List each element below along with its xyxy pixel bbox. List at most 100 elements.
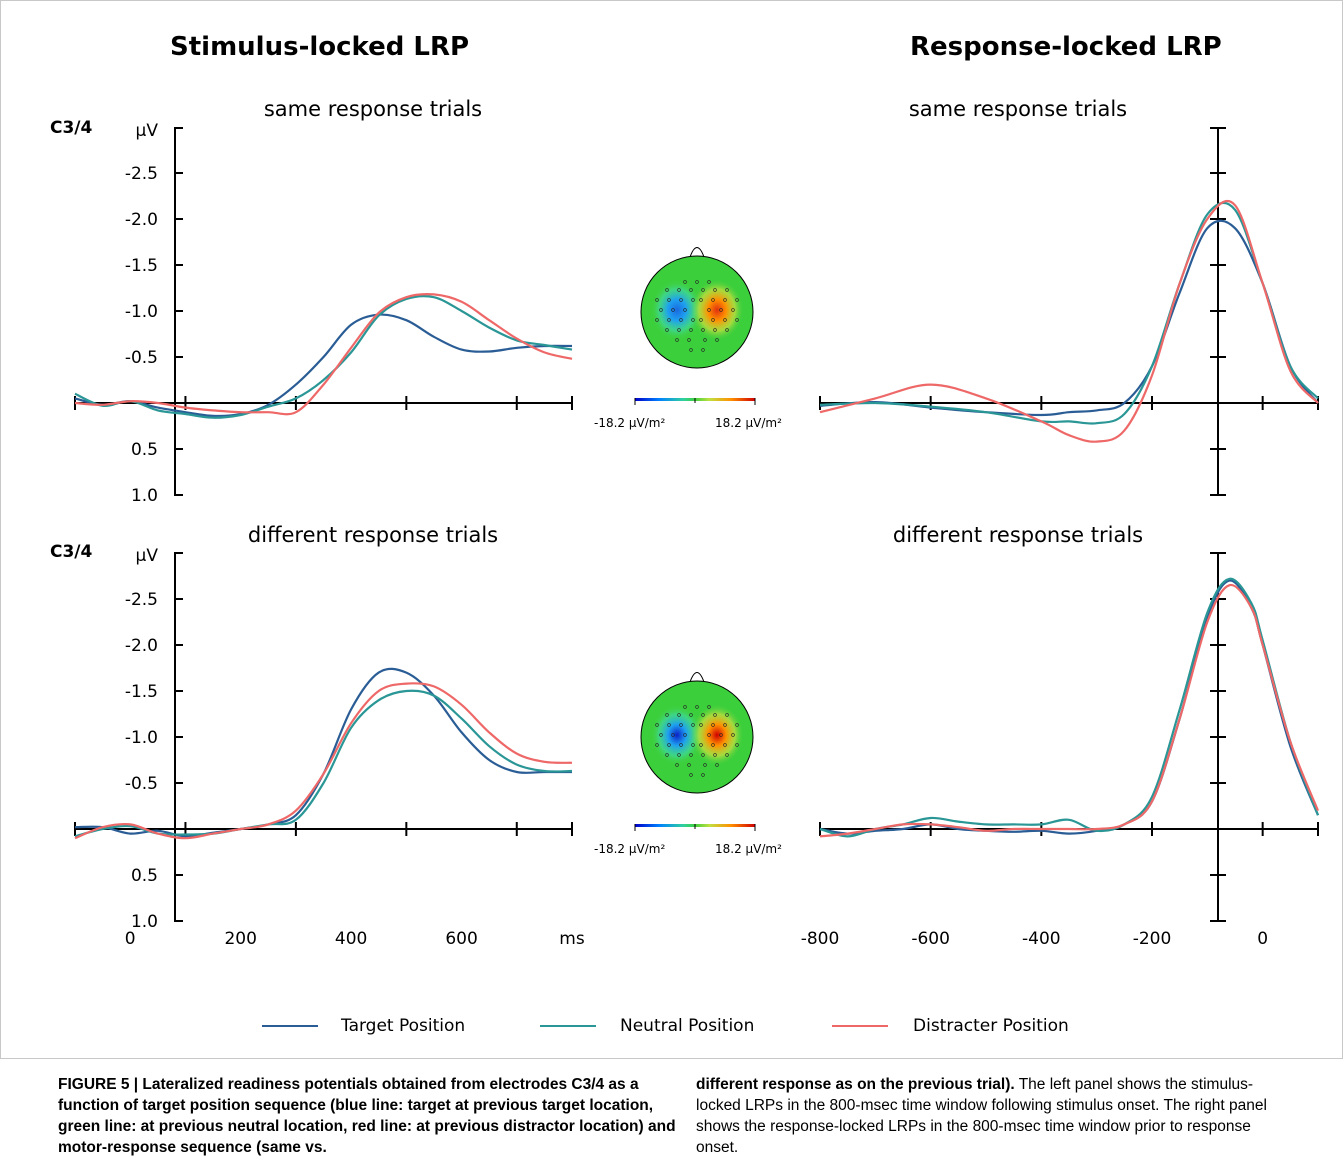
chart-panel-2: different response trials -2.5 -2.0 -1.5 -1.… [50, 523, 585, 949]
electrode-dot [667, 318, 671, 322]
panel-title: same response trials [909, 97, 1127, 121]
series-line-distracter [74, 682, 573, 840]
electrode-dot [689, 713, 693, 717]
electrode-dot [655, 298, 659, 302]
electrode-dot [723, 723, 727, 727]
electrode-dot [719, 308, 723, 312]
caption-normal-text: The left panel shows the stimulus-locked… [696, 1076, 1267, 1156]
legend-swatch-distracter [832, 1025, 888, 1027]
charts-area: same response trials -2.5 -2.0 -1.5 -1.0 -0.5… [50, 97, 1320, 949]
electrode-label: C3/4 [50, 542, 93, 562]
series-line-target [819, 219, 1319, 417]
scalp-outline [640, 680, 754, 794]
electrode-dot [659, 308, 663, 312]
electrode-dot [695, 280, 699, 284]
x-tick-label: 400 [335, 929, 367, 949]
nose-icon [689, 672, 705, 683]
electrode-dot [699, 743, 703, 747]
y-axis-unit-label: µV [136, 121, 159, 141]
y-tick-label: -1.0 [125, 728, 158, 748]
electrode-dot [655, 723, 659, 727]
electrode-dot [689, 348, 693, 352]
series-line-target [819, 579, 1320, 835]
electrode-dot [677, 753, 681, 757]
electrode-dot [711, 298, 715, 302]
electrode-dot [655, 318, 659, 322]
x-tick-label: 600 [445, 929, 477, 949]
electrode-dot [691, 743, 695, 747]
electrode-dot [711, 318, 715, 322]
caption-bold-text: FIGURE 5 | Lateralized readiness potenti… [58, 1076, 676, 1156]
x-axis-unit-label: ms [559, 929, 585, 949]
series-line-neutral [819, 577, 1320, 838]
y-tick-label: -1.0 [125, 302, 158, 322]
colorbar-min-label: -18.2 µV/m² [594, 416, 666, 430]
electrode-dot [707, 308, 711, 312]
electrode-dot [713, 328, 717, 332]
electrode-dot [675, 763, 679, 767]
stimulus-locked-title: Stimulus-locked LRP [170, 32, 470, 62]
legend-label-target: Target Position [341, 1016, 466, 1036]
electrode-dot [683, 733, 687, 737]
electrode-dot [655, 743, 659, 747]
caption-column-2: different response as on the previous tr… [696, 1074, 1296, 1158]
electrode-dot [687, 338, 691, 342]
electrode-dot [659, 733, 663, 737]
electrode-dot [735, 743, 739, 747]
electrode-dot [703, 763, 707, 767]
electrode-dot [701, 328, 705, 332]
electrode-dot [707, 280, 711, 284]
electrode-dot [731, 733, 735, 737]
electrode-dot [689, 773, 693, 777]
electrode-dot [665, 328, 669, 332]
electrode-dot [683, 280, 687, 284]
series-line-target [74, 313, 573, 418]
electrode-dot [667, 743, 671, 747]
caption-bold-continuation: different response as on the previous tr… [696, 1076, 1015, 1093]
legend: Target Position Neutral Position Distrac… [0, 1012, 1343, 1042]
electrode-dot [665, 713, 669, 717]
x-tick-label: -400 [1022, 929, 1061, 949]
electrode-dot [725, 713, 729, 717]
x-tick-label: 0 [125, 929, 136, 949]
electrode-dot [711, 723, 715, 727]
topomap-same [632, 240, 762, 374]
chart-panel-1: same response trials [819, 97, 1319, 496]
electrode-dot [699, 723, 703, 727]
y-tick-label: -2.5 [125, 590, 158, 610]
y-tick-label: -0.5 [125, 348, 158, 368]
y-tick-label: -2.0 [125, 210, 158, 230]
electrode-dot [703, 338, 707, 342]
panel-title: same response trials [264, 97, 482, 121]
y-axis-unit-label: µV [136, 546, 159, 566]
electrode-dot [725, 753, 729, 757]
series-line-distracter [819, 199, 1319, 443]
legend-label-neutral: Neutral Position [620, 1016, 755, 1036]
electrode-dot [687, 763, 691, 767]
negative-blob [651, 280, 703, 340]
electrode-dot [683, 308, 687, 312]
topomap-different [632, 665, 762, 799]
electrode-dot [713, 288, 717, 292]
electrode-dot [713, 753, 717, 757]
electrode-dot [677, 328, 681, 332]
electrode-dot [679, 318, 683, 322]
electrode-dot [665, 753, 669, 757]
y-tick-label: 1.0 [131, 486, 158, 506]
negative-blob [651, 705, 703, 765]
series-line-neutral [74, 295, 573, 419]
colorbar-max-label: 18.2 µV/m² [715, 842, 782, 856]
electrode-dot [665, 288, 669, 292]
electrode-dot [707, 733, 711, 737]
chart-panel-3: different response trials -800 -600 -400 -20… [801, 523, 1320, 949]
electrode-dot [723, 298, 727, 302]
legend-swatch-target [262, 1025, 318, 1027]
series-line-distracter [74, 293, 573, 416]
electrode-dot [683, 705, 687, 709]
scalp-map-same [640, 247, 754, 369]
positive-blob [691, 705, 743, 765]
panel-title: different response trials [248, 523, 498, 547]
y-tick-label: -2.0 [125, 636, 158, 656]
panel-title: different response trials [893, 523, 1143, 547]
series-line-distracter [819, 584, 1320, 838]
